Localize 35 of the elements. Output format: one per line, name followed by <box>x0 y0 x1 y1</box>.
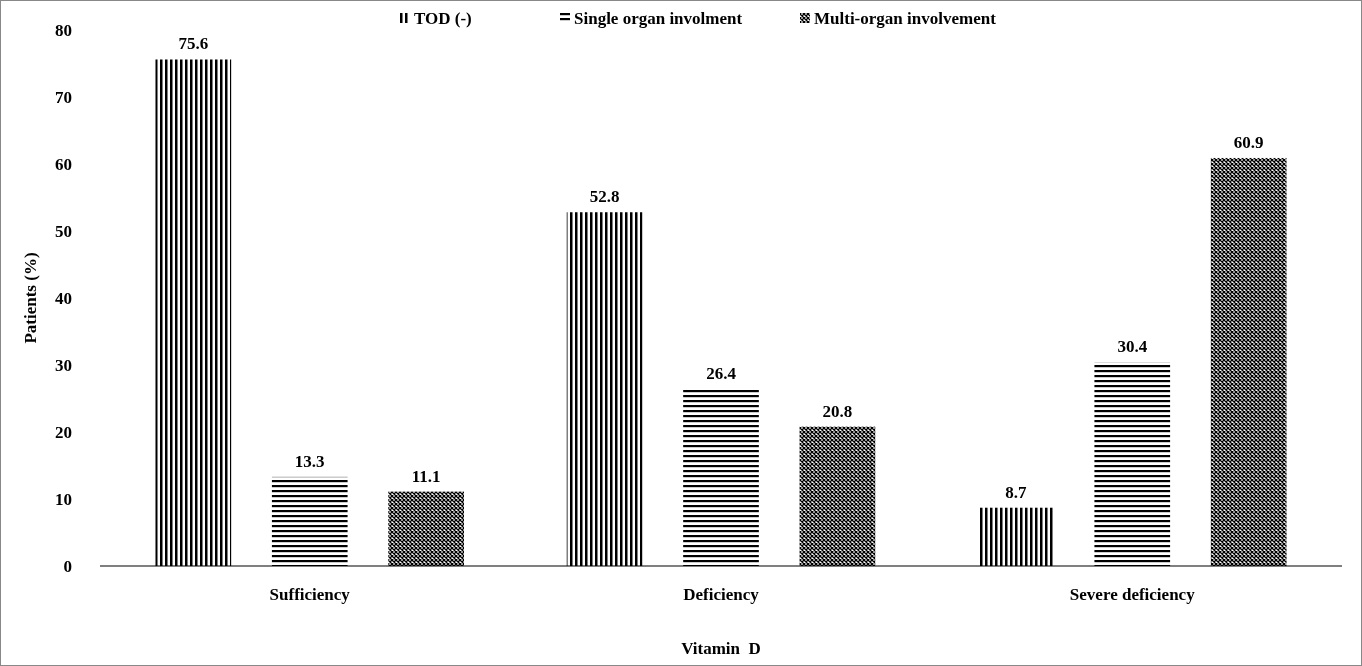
legend-label: Multi-organ involvement <box>814 8 997 28</box>
data-label: 20.8 <box>822 401 853 421</box>
y-tick-label: 40 <box>55 288 72 308</box>
data-label: 11.1 <box>411 466 441 486</box>
y-tick-label: 50 <box>55 221 72 241</box>
data-label: 26.4 <box>706 364 737 384</box>
bar <box>388 491 464 566</box>
bar <box>1094 362 1171 566</box>
data-label: 13.3 <box>294 451 325 471</box>
bar <box>799 426 876 566</box>
y-tick-label: 30 <box>55 355 72 375</box>
y-tick-label: 80 <box>55 20 72 40</box>
x-tick-label: Deficiency <box>683 585 760 604</box>
data-label: 60.9 <box>1233 132 1264 152</box>
data-label: 52.8 <box>589 187 620 207</box>
bar <box>978 507 1054 566</box>
y-axis-title: Patients (%) <box>21 252 40 344</box>
legend-label: Single organ involment <box>574 8 743 28</box>
data-label: 8.7 <box>1005 482 1027 502</box>
x-tick-label: Sufficiency <box>269 585 351 604</box>
x-tick-label: Severe deficiency <box>1069 585 1196 604</box>
y-tick-label: 0 <box>63 556 72 576</box>
bar <box>155 59 232 566</box>
bar <box>566 212 643 566</box>
y-tick-label: 60 <box>55 154 72 174</box>
y-tick-label: 70 <box>55 87 72 107</box>
bar <box>271 476 348 566</box>
y-tick-label: 10 <box>55 489 72 509</box>
data-label: 75.6 <box>178 34 209 54</box>
bar <box>683 389 759 566</box>
data-label: 30.4 <box>1117 337 1148 357</box>
x-axis-title: Vitamin D <box>681 639 761 658</box>
legend-label: TOD (-) <box>414 8 472 28</box>
bar <box>1210 157 1287 566</box>
y-tick-label: 20 <box>55 422 72 442</box>
